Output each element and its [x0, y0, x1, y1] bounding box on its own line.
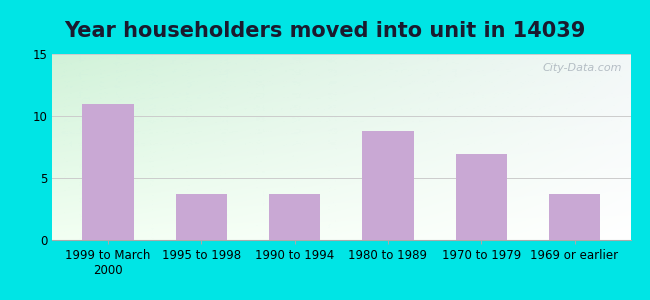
Bar — [549, 194, 600, 240]
Bar — [83, 103, 134, 240]
Bar — [269, 194, 320, 240]
Text: Year householders moved into unit in 14039: Year householders moved into unit in 140… — [64, 21, 586, 41]
Text: City-Data.com: City-Data.com — [542, 63, 622, 73]
Bar — [456, 154, 507, 240]
Bar — [176, 194, 227, 240]
Bar — [362, 131, 413, 240]
